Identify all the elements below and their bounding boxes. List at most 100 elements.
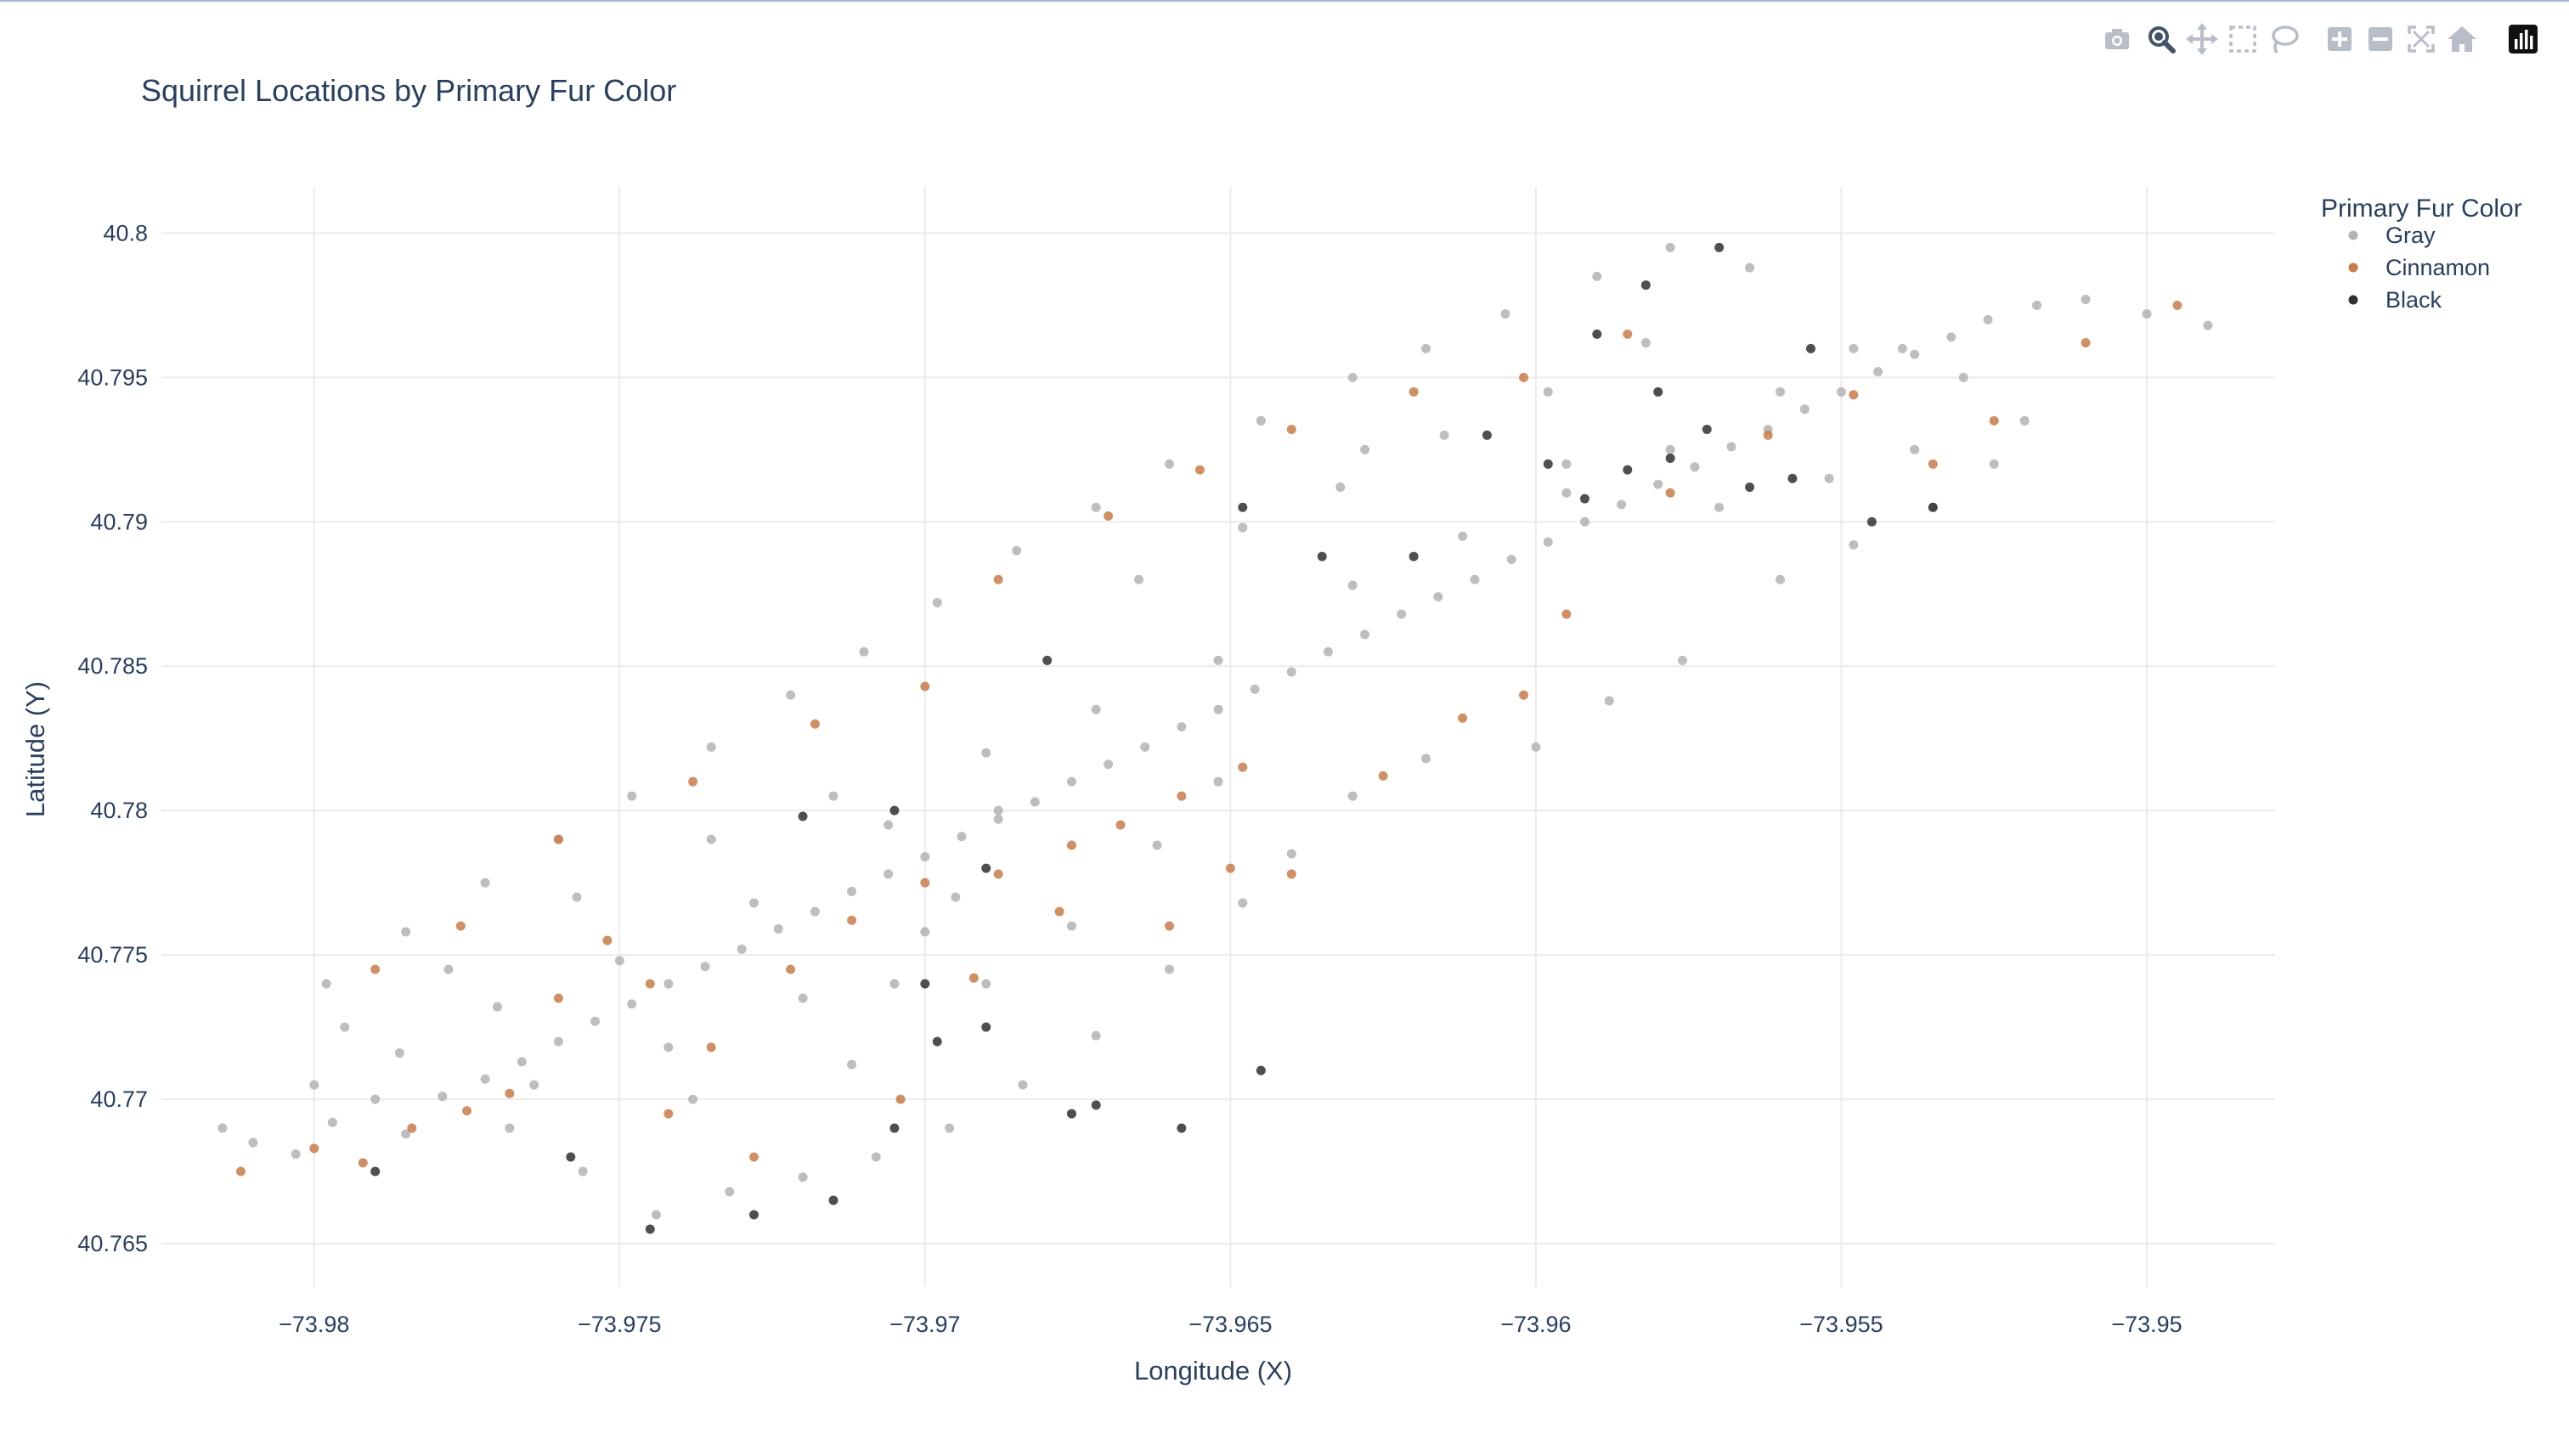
point-cinnamon[interactable]: [1066, 840, 1076, 850]
data-points[interactable]: [217, 242, 2213, 1234]
point-gray[interactable]: [492, 1002, 502, 1012]
point-gray[interactable]: [248, 1137, 258, 1148]
point-cinnamon[interactable]: [993, 574, 1003, 584]
point-gray[interactable]: [1238, 898, 1248, 908]
point-gray[interactable]: [1360, 629, 1370, 640]
point-gray[interactable]: [847, 886, 857, 896]
point-gray[interactable]: [1213, 776, 1223, 787]
point-gray[interactable]: [957, 832, 967, 842]
point-gray[interactable]: [443, 964, 454, 974]
point-gray[interactable]: [1500, 309, 1510, 319]
point-gray[interactable]: [700, 962, 710, 972]
point-gray[interactable]: [1347, 372, 1358, 382]
point-gray[interactable]: [1439, 430, 1449, 440]
point-gray[interactable]: [1347, 580, 1358, 590]
point-cinnamon[interactable]: [370, 964, 381, 974]
point-gray[interactable]: [1347, 791, 1358, 801]
point-black[interactable]: [798, 811, 808, 821]
point-gray[interactable]: [321, 979, 331, 989]
point-gray[interactable]: [1470, 574, 1480, 584]
point-black[interactable]: [1042, 655, 1053, 665]
point-cinnamon[interactable]: [920, 681, 930, 691]
point-cinnamon[interactable]: [1561, 609, 1572, 619]
point-cinnamon[interactable]: [1623, 329, 1633, 339]
point-black[interactable]: [1579, 494, 1589, 504]
point-gray[interactable]: [1091, 502, 1101, 512]
point-cinnamon[interactable]: [1194, 465, 1205, 475]
point-gray[interactable]: [401, 1129, 411, 1139]
point-gray[interactable]: [1531, 742, 1541, 752]
point-gray[interactable]: [1458, 531, 1468, 541]
point-gray[interactable]: [2142, 309, 2152, 319]
point-cinnamon[interactable]: [920, 878, 930, 888]
point-black[interactable]: [1806, 343, 1816, 353]
point-gray[interactable]: [578, 1166, 588, 1177]
point-gray[interactable]: [1849, 539, 1859, 550]
point-black[interactable]: [981, 863, 991, 873]
point-cinnamon[interactable]: [1177, 791, 1187, 801]
point-gray[interactable]: [1335, 482, 1346, 492]
point-black[interactable]: [1787, 473, 1798, 483]
point-gray[interactable]: [773, 924, 783, 934]
point-gray[interactable]: [1066, 776, 1076, 787]
point-gray[interactable]: [993, 805, 1003, 815]
point-cinnamon[interactable]: [1286, 869, 1296, 879]
point-gray[interactable]: [1506, 554, 1516, 564]
point-black[interactable]: [1866, 516, 1877, 527]
point-gray[interactable]: [798, 1172, 808, 1182]
point-cinnamon[interactable]: [1458, 713, 1468, 723]
point-black[interactable]: [920, 979, 930, 989]
point-cinnamon[interactable]: [358, 1158, 368, 1168]
point-cinnamon[interactable]: [1164, 921, 1174, 931]
point-black[interactable]: [1640, 280, 1651, 291]
point-cinnamon[interactable]: [1763, 430, 1773, 440]
point-gray[interactable]: [1164, 964, 1174, 974]
autoscale-icon[interactable]: [2402, 20, 2440, 58]
point-black[interactable]: [1623, 465, 1633, 475]
point-gray[interactable]: [951, 892, 961, 902]
point-gray[interactable]: [614, 956, 624, 966]
point-gray[interactable]: [1836, 387, 1846, 397]
point-gray[interactable]: [627, 791, 637, 801]
point-black[interactable]: [1543, 459, 1553, 469]
point-black[interactable]: [1702, 425, 1712, 435]
point-black[interactable]: [889, 1123, 900, 1133]
camera-icon[interactable]: [2098, 20, 2136, 58]
point-cinnamon[interactable]: [2172, 300, 2182, 310]
point-gray[interactable]: [327, 1117, 337, 1127]
point-gray[interactable]: [945, 1123, 955, 1133]
point-gray[interactable]: [871, 1152, 881, 1162]
point-cinnamon[interactable]: [1409, 387, 1419, 397]
point-gray[interactable]: [1030, 797, 1040, 807]
point-gray[interactable]: [394, 1048, 404, 1058]
legend-item-cinnamon[interactable]: Cinnamon: [2348, 255, 2491, 280]
point-gray[interactable]: [517, 1057, 527, 1067]
zoom-out-icon[interactable]: [2362, 20, 2399, 58]
point-gray[interactable]: [1910, 444, 1920, 454]
point-gray[interactable]: [340, 1022, 350, 1032]
point-cinnamon[interactable]: [1519, 690, 1529, 700]
point-gray[interactable]: [401, 927, 411, 937]
point-gray[interactable]: [828, 791, 838, 801]
point-gray[interactable]: [480, 878, 490, 888]
series-cinnamon[interactable]: [235, 300, 2182, 1177]
point-cinnamon[interactable]: [706, 1042, 716, 1052]
point-black[interactable]: [1482, 430, 1492, 440]
point-gray[interactable]: [1946, 332, 1956, 342]
point-cinnamon[interactable]: [1928, 459, 1938, 469]
point-cinnamon[interactable]: [810, 719, 820, 729]
point-black[interactable]: [1409, 551, 1419, 562]
point-gray[interactable]: [663, 1042, 674, 1052]
point-cinnamon[interactable]: [505, 1088, 515, 1098]
point-black[interactable]: [1091, 1100, 1101, 1110]
point-cinnamon[interactable]: [1225, 863, 1235, 873]
point-cinnamon[interactable]: [1989, 415, 1999, 426]
point-gray[interactable]: [505, 1123, 515, 1133]
zoom-icon[interactable]: [2143, 20, 2180, 58]
point-gray[interactable]: [1420, 753, 1431, 764]
point-gray[interactable]: [1134, 574, 1144, 584]
series-gray[interactable]: [217, 242, 2213, 1220]
point-cinnamon[interactable]: [1378, 770, 1388, 781]
point-black[interactable]: [1066, 1109, 1076, 1119]
point-gray[interactable]: [1012, 545, 1022, 556]
